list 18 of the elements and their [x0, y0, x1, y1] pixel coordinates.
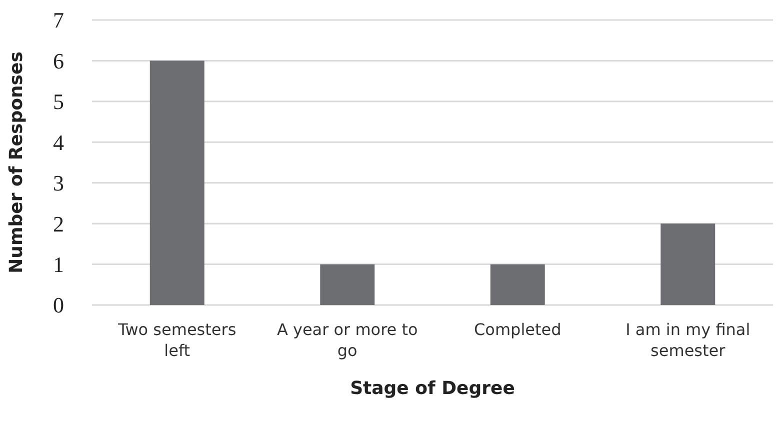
bar	[320, 264, 375, 305]
y-tick-label: 5	[53, 89, 64, 114]
y-tick-label: 1	[53, 252, 64, 277]
y-tick-label: 2	[53, 211, 64, 236]
y-axis-title: Number of Responses	[6, 52, 27, 274]
bar	[150, 60, 204, 305]
y-tick-label: 4	[53, 130, 64, 155]
bar	[490, 264, 545, 305]
y-tick-label: 6	[53, 48, 64, 74]
x-tick-label: A year or more to go	[276, 320, 418, 360]
x-tick-label: Completed	[474, 320, 562, 339]
x-axis-title: Stage of Degree	[350, 378, 515, 399]
y-tick-label: 7	[53, 8, 64, 33]
y-tick-label: 0	[53, 292, 64, 318]
bar	[660, 224, 716, 305]
y-tick-label: 3	[53, 170, 64, 196]
x-tick-label: Two semesters left	[117, 320, 236, 360]
x-tick-label: I am in my final semester	[626, 320, 750, 360]
